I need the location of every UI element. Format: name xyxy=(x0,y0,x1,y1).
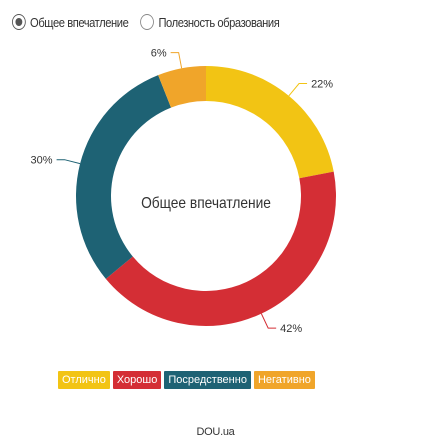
option-education-usefulness-label: Полезность образования xyxy=(158,14,280,30)
data-label-negative: 6% xyxy=(151,48,167,60)
slice-negative[interactable] xyxy=(158,66,206,108)
leader-line-negative xyxy=(170,52,183,69)
leader-line-good xyxy=(260,313,277,329)
credit-text: DOU.ua xyxy=(196,426,235,438)
radio-unselected-icon xyxy=(140,14,155,30)
legend-item-excellent[interactable]: Отлично xyxy=(58,371,110,389)
legend-item-mediocre[interactable]: Посредственно xyxy=(164,371,251,389)
leader-line-excellent xyxy=(288,83,308,97)
slice-good[interactable] xyxy=(105,171,337,327)
data-label-excellent: 22% xyxy=(311,79,333,91)
chart-selector: Общее впечатление Полезность образования xyxy=(12,14,291,30)
donut-chart: 22% 42% 30% 6% Общее впечатление xyxy=(31,48,337,335)
chart-center-label: Общее впечатление xyxy=(141,194,271,212)
slice-mediocre[interactable] xyxy=(75,75,172,279)
slice-excellent[interactable] xyxy=(206,66,334,179)
legend-item-negative[interactable]: Негативно xyxy=(253,371,315,389)
legend-item-good[interactable]: Хорошо xyxy=(112,371,162,389)
option-general-impression-label: Общее впечатление xyxy=(30,14,129,30)
radio-selected-icon xyxy=(12,14,26,30)
data-label-good: 42% xyxy=(280,323,302,335)
option-education-usefulness[interactable]: Полезность образования xyxy=(140,14,280,30)
data-label-mediocre: 30% xyxy=(31,155,53,167)
chart-legend: Отлично Хорошо Посредственно Негативно xyxy=(58,371,315,389)
leader-line-mediocre xyxy=(56,159,81,165)
option-general-impression[interactable]: Общее впечатление xyxy=(12,14,129,30)
